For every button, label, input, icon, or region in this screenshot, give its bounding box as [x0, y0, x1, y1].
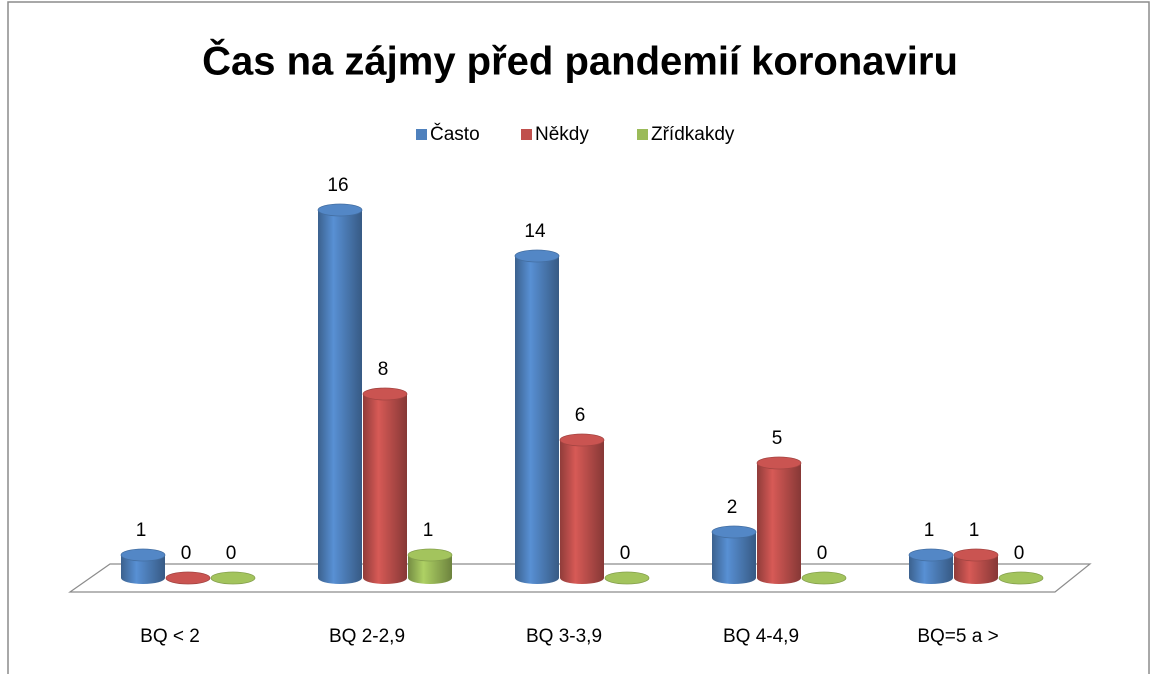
bar-top	[953, 548, 999, 562]
bar-top	[604, 571, 650, 585]
legend-swatch	[416, 129, 427, 140]
bar	[121, 555, 165, 584]
bar-top	[362, 387, 408, 401]
value-label: 0	[1014, 543, 1025, 564]
x-tick-label: BQ < 2	[140, 626, 200, 647]
value-label: 5	[772, 428, 783, 449]
x-tick-label: BQ=5 a >	[917, 626, 998, 647]
x-tick-label: BQ 4-4,9	[723, 626, 799, 647]
value-label: 6	[575, 405, 586, 426]
bar	[515, 256, 559, 584]
bar-top	[801, 571, 847, 585]
bar-top	[756, 456, 802, 470]
legend-label: Zřídkakdy	[651, 124, 735, 145]
bar-top	[711, 525, 757, 539]
bar-top	[998, 571, 1044, 585]
value-label: 1	[924, 520, 935, 541]
bar	[757, 463, 801, 584]
value-label: 1	[423, 520, 434, 541]
value-label: 0	[226, 543, 237, 564]
value-label: 0	[181, 543, 192, 564]
bar-top	[165, 571, 211, 585]
value-label: 14	[524, 221, 546, 242]
bar	[408, 555, 452, 584]
legend-label: Často	[430, 123, 480, 145]
bar-top	[908, 548, 954, 562]
value-label: 1	[969, 520, 980, 541]
value-label: 0	[620, 543, 631, 564]
x-tick-label: BQ 3-3,9	[526, 626, 602, 647]
value-label: 8	[378, 359, 389, 380]
bar	[363, 394, 407, 584]
bar	[318, 210, 362, 584]
legend-label: Někdy	[535, 124, 589, 145]
bar-top	[514, 249, 560, 263]
bar	[712, 532, 756, 584]
bar	[560, 440, 604, 584]
value-label: 16	[327, 175, 348, 196]
bar	[954, 555, 998, 584]
bar-top	[210, 571, 256, 585]
bar-top	[317, 203, 363, 217]
bar	[909, 555, 953, 584]
bar-top	[120, 548, 166, 562]
chart-title: Čas na zájmy před pandemií koronaviru	[202, 38, 958, 84]
bar-top	[407, 548, 453, 562]
value-label: 2	[727, 497, 738, 518]
bar-top	[559, 433, 605, 447]
legend-swatch	[637, 129, 648, 140]
legend-swatch	[521, 129, 532, 140]
x-tick-label: BQ 2-2,9	[329, 626, 405, 647]
value-label: 1	[136, 520, 147, 541]
value-label: 0	[817, 543, 828, 564]
